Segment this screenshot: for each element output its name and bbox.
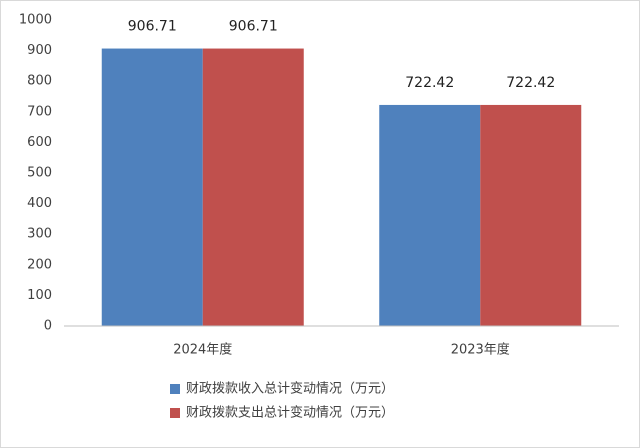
y-tick-label: 100 — [27, 288, 52, 303]
value-label: 906.71 — [128, 19, 177, 35]
legend-label: 财政拨款支出总计变动情况（万元） — [186, 405, 394, 421]
legend-swatch — [170, 408, 180, 418]
y-tick-label: 300 — [27, 227, 52, 242]
y-tick-label: 700 — [27, 104, 52, 119]
bar — [480, 104, 582, 326]
y-tick-label: 900 — [27, 43, 52, 58]
y-tick-label: 200 — [27, 257, 52, 272]
bar — [379, 104, 481, 326]
legend-label: 财政拨款收入总计变动情况（万元） — [186, 381, 394, 397]
bar — [101, 48, 203, 326]
y-tick-label: 600 — [27, 135, 52, 150]
value-label: 906.71 — [229, 19, 278, 35]
legend-swatch — [170, 384, 180, 394]
y-tick-label: 400 — [27, 196, 52, 211]
bar — [202, 48, 304, 326]
y-tick-label: 500 — [27, 166, 52, 181]
value-label: 722.42 — [405, 75, 454, 91]
x-tick-label: 2023年度 — [451, 342, 510, 358]
y-tick-label: 1000 — [19, 13, 52, 28]
y-tick-label: 800 — [27, 74, 52, 89]
value-label: 722.42 — [506, 75, 555, 91]
y-tick-label: 0 — [44, 319, 52, 334]
x-tick-label: 2024年度 — [173, 342, 232, 358]
